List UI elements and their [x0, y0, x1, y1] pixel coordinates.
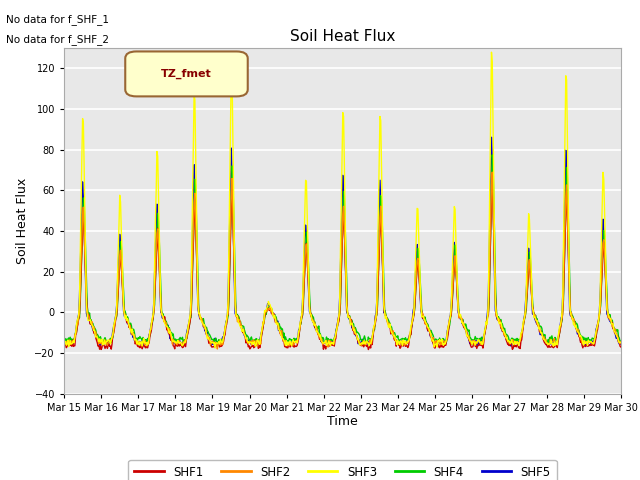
- SHF5: [426, 333, 434, 339]
- SHF1: [617, 344, 625, 350]
- SHF2: [184, 327, 192, 333]
- Y-axis label: Soil Heat Flux: Soil Heat Flux: [16, 178, 29, 264]
- SHF4: [488, 152, 496, 158]
- SHF5: [488, 134, 495, 140]
- SHF3: [617, 340, 625, 346]
- Line: SHF4: SHF4: [64, 155, 621, 344]
- Text: TZ_fmet: TZ_fmet: [161, 69, 212, 79]
- SHF5: [507, 343, 515, 349]
- SHF5: [410, 304, 418, 310]
- SHF3: [70, 339, 78, 345]
- SHF4: [617, 338, 625, 344]
- SHF2: [617, 339, 625, 345]
- X-axis label: Time: Time: [327, 415, 358, 429]
- SHF5: [127, 332, 135, 337]
- SHF1: [127, 329, 135, 335]
- SHF4: [60, 339, 68, 345]
- SHF1: [214, 341, 221, 347]
- SHF1: [365, 347, 372, 352]
- SHF5: [214, 339, 221, 345]
- SHF1: [428, 334, 435, 339]
- SHF1: [411, 302, 419, 308]
- SHF5: [70, 339, 78, 345]
- SHF2: [411, 298, 419, 303]
- SHF3: [60, 342, 68, 348]
- SHF3: [184, 325, 192, 331]
- SHF2: [214, 346, 221, 352]
- SHF2: [428, 331, 435, 337]
- Legend: SHF1, SHF2, SHF3, SHF4, SHF5: SHF1, SHF2, SHF3, SHF4, SHF5: [128, 460, 557, 480]
- SHF1: [70, 343, 78, 349]
- Title: Soil Heat Flux: Soil Heat Flux: [290, 29, 395, 44]
- SHF4: [411, 305, 419, 311]
- Line: SHF5: SHF5: [64, 137, 621, 346]
- SHF1: [184, 330, 192, 336]
- SHF4: [184, 326, 192, 332]
- SHF1: [60, 342, 68, 348]
- SHF4: [359, 341, 367, 347]
- SHF3: [411, 280, 419, 286]
- SHF3: [428, 333, 435, 339]
- SHF2: [488, 169, 496, 175]
- SHF5: [60, 338, 68, 344]
- Line: SHF3: SHF3: [64, 52, 621, 348]
- SHF2: [127, 331, 135, 336]
- Text: No data for f_SHF_2: No data for f_SHF_2: [6, 34, 109, 45]
- SHF4: [127, 323, 135, 328]
- Text: No data for f_SHF_1: No data for f_SHF_1: [6, 14, 109, 25]
- SHF5: [617, 341, 625, 347]
- SHF3: [211, 345, 219, 351]
- SHF3: [214, 340, 222, 346]
- SHF4: [214, 340, 221, 346]
- SHF2: [70, 340, 78, 346]
- SHF4: [70, 338, 78, 344]
- Line: SHF2: SHF2: [64, 172, 621, 349]
- SHF2: [214, 342, 222, 348]
- FancyBboxPatch shape: [125, 51, 248, 96]
- Line: SHF1: SHF1: [64, 175, 621, 349]
- SHF1: [488, 172, 496, 178]
- SHF5: [184, 325, 192, 331]
- SHF4: [428, 327, 435, 333]
- SHF2: [60, 343, 68, 348]
- SHF3: [488, 49, 495, 55]
- SHF3: [127, 330, 135, 336]
